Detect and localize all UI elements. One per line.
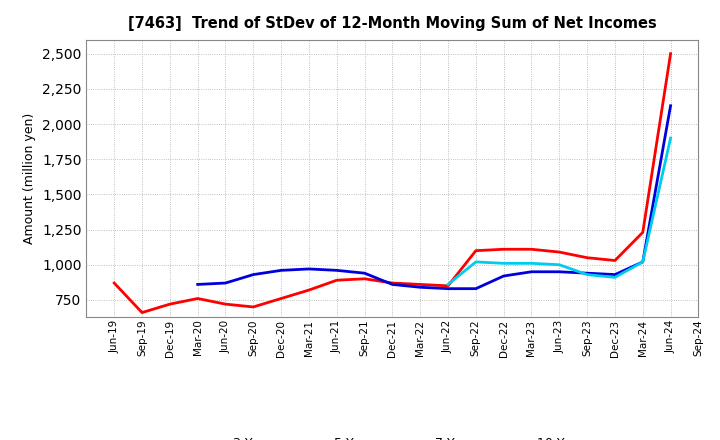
Title: [7463]  Trend of StDev of 12-Month Moving Sum of Net Incomes: [7463] Trend of StDev of 12-Month Moving… <box>128 16 657 32</box>
Legend: 3 Years, 5 Years, 7 Years, 10 Years: 3 Years, 5 Years, 7 Years, 10 Years <box>190 432 595 440</box>
Y-axis label: Amount (million yen): Amount (million yen) <box>24 113 37 244</box>
